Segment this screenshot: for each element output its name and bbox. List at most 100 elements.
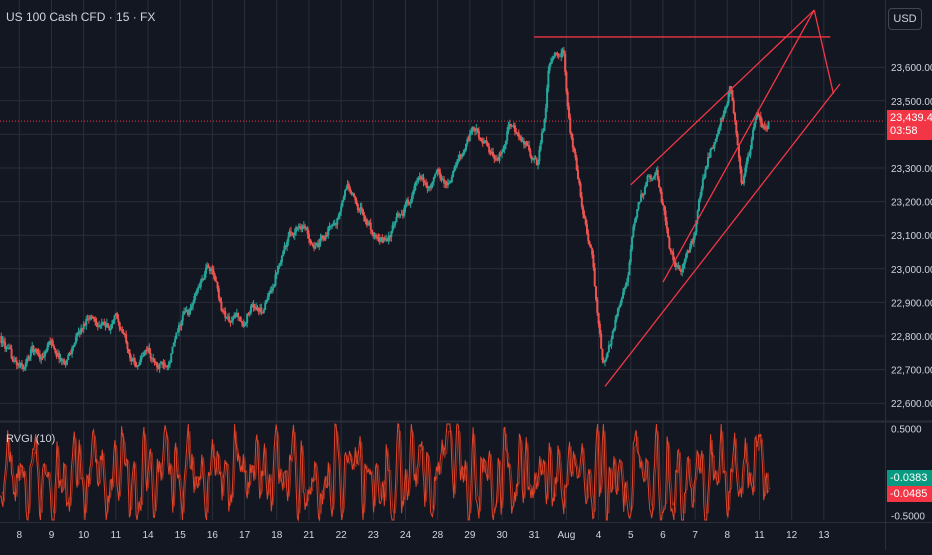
candle[interactable] — [358, 208, 361, 213]
candle-body[interactable] — [37, 352, 40, 355]
candles[interactable] — [0, 46, 770, 373]
candle-body[interactable] — [311, 244, 314, 247]
candle-body[interactable] — [477, 130, 480, 138]
candle[interactable] — [297, 223, 300, 232]
candle[interactable] — [744, 164, 747, 178]
candle[interactable] — [528, 140, 531, 152]
candle[interactable] — [659, 186, 662, 194]
candle[interactable] — [539, 140, 542, 152]
candle[interactable] — [674, 260, 677, 271]
candle[interactable] — [45, 348, 48, 354]
candle-body[interactable] — [418, 176, 421, 178]
candle[interactable] — [443, 176, 446, 188]
candle-body[interactable] — [219, 298, 222, 302]
candle-body[interactable] — [759, 115, 762, 123]
candle[interactable] — [583, 210, 586, 219]
candle-body[interactable] — [615, 316, 618, 320]
candle-body[interactable] — [297, 226, 300, 228]
candle-body[interactable] — [641, 194, 644, 196]
candle[interactable] — [761, 117, 764, 129]
candle[interactable] — [467, 135, 470, 142]
candle-body[interactable] — [129, 352, 132, 359]
candle-body[interactable] — [246, 313, 249, 323]
candle[interactable] — [405, 198, 408, 207]
candle-body[interactable] — [233, 314, 236, 318]
candle-body[interactable] — [409, 202, 412, 205]
candle[interactable] — [27, 354, 30, 362]
candle[interactable] — [167, 361, 170, 371]
candle[interactable] — [107, 323, 110, 328]
candle-body[interactable] — [721, 118, 724, 120]
candle-body[interactable] — [138, 364, 141, 366]
candle[interactable] — [286, 239, 289, 252]
candle-body[interactable] — [139, 359, 142, 365]
candle-body[interactable] — [29, 349, 32, 357]
candle-body[interactable] — [279, 262, 282, 265]
candle-body[interactable] — [739, 157, 742, 169]
candle-body[interactable] — [31, 346, 34, 350]
candle[interactable] — [98, 320, 101, 328]
candle[interactable] — [431, 181, 434, 189]
candle-body[interactable] — [575, 157, 578, 170]
candle-body[interactable] — [414, 181, 417, 186]
candle[interactable] — [130, 354, 133, 365]
candle[interactable] — [259, 304, 262, 315]
candle[interactable] — [589, 244, 592, 249]
candle-body[interactable] — [204, 267, 207, 274]
candle-body[interactable] — [145, 349, 148, 351]
candle[interactable] — [56, 349, 59, 357]
candle[interactable] — [171, 346, 174, 355]
candle[interactable] — [636, 209, 639, 220]
candle[interactable] — [65, 359, 68, 366]
candle[interactable] — [618, 304, 621, 312]
candle-body[interactable] — [587, 233, 590, 242]
candle[interactable] — [123, 332, 126, 338]
candle[interactable] — [318, 238, 321, 251]
candle-body[interactable] — [5, 348, 8, 350]
candle[interactable] — [368, 220, 371, 226]
candle-body[interactable] — [428, 186, 431, 188]
candle-body[interactable] — [530, 156, 533, 160]
candle[interactable] — [5, 346, 8, 352]
candle-body[interactable] — [744, 167, 747, 176]
candle[interactable] — [91, 315, 94, 319]
candle-body[interactable] — [394, 222, 397, 225]
candle[interactable] — [570, 131, 573, 140]
candle[interactable] — [199, 278, 202, 290]
candle[interactable] — [503, 143, 506, 154]
candle[interactable] — [598, 320, 601, 338]
candle-body[interactable] — [642, 194, 645, 196]
candle[interactable] — [749, 144, 752, 159]
candle[interactable] — [374, 233, 377, 240]
candle[interactable] — [225, 316, 228, 320]
candle-body[interactable] — [405, 199, 408, 204]
candle-body[interactable] — [345, 188, 348, 191]
candle[interactable] — [132, 353, 135, 365]
candle[interactable] — [490, 148, 493, 155]
candle[interactable] — [660, 188, 663, 204]
candle[interactable] — [458, 151, 461, 162]
candle-body[interactable] — [201, 278, 204, 281]
candle-body[interactable] — [734, 113, 737, 122]
candle-body[interactable] — [661, 202, 664, 206]
candle-body[interactable] — [705, 166, 708, 170]
candle-body[interactable] — [183, 311, 186, 315]
candle[interactable] — [179, 323, 182, 331]
candle[interactable] — [631, 235, 634, 252]
candle[interactable] — [127, 348, 130, 355]
candle-body[interactable] — [695, 220, 698, 233]
candle-body[interactable] — [722, 114, 725, 119]
candle-body[interactable] — [24, 363, 27, 368]
candle-body[interactable] — [524, 141, 527, 145]
candle-body[interactable] — [464, 143, 467, 151]
candle-body[interactable] — [533, 158, 536, 160]
candle-body[interactable] — [62, 359, 65, 361]
candle-body[interactable] — [295, 227, 298, 233]
candle[interactable] — [158, 363, 161, 373]
candle[interactable] — [512, 122, 515, 129]
candle[interactable] — [340, 203, 343, 217]
candle[interactable] — [147, 345, 150, 353]
candle[interactable] — [640, 189, 643, 203]
candle-body[interactable] — [486, 142, 489, 147]
candle[interactable] — [58, 350, 61, 364]
